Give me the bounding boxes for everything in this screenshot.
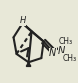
- Text: CH₃: CH₃: [63, 54, 77, 63]
- Polygon shape: [26, 62, 31, 66]
- Text: N: N: [49, 48, 56, 58]
- Text: H: H: [19, 16, 26, 25]
- Text: CH₃: CH₃: [59, 37, 73, 46]
- Text: N: N: [58, 46, 65, 56]
- Polygon shape: [20, 19, 25, 23]
